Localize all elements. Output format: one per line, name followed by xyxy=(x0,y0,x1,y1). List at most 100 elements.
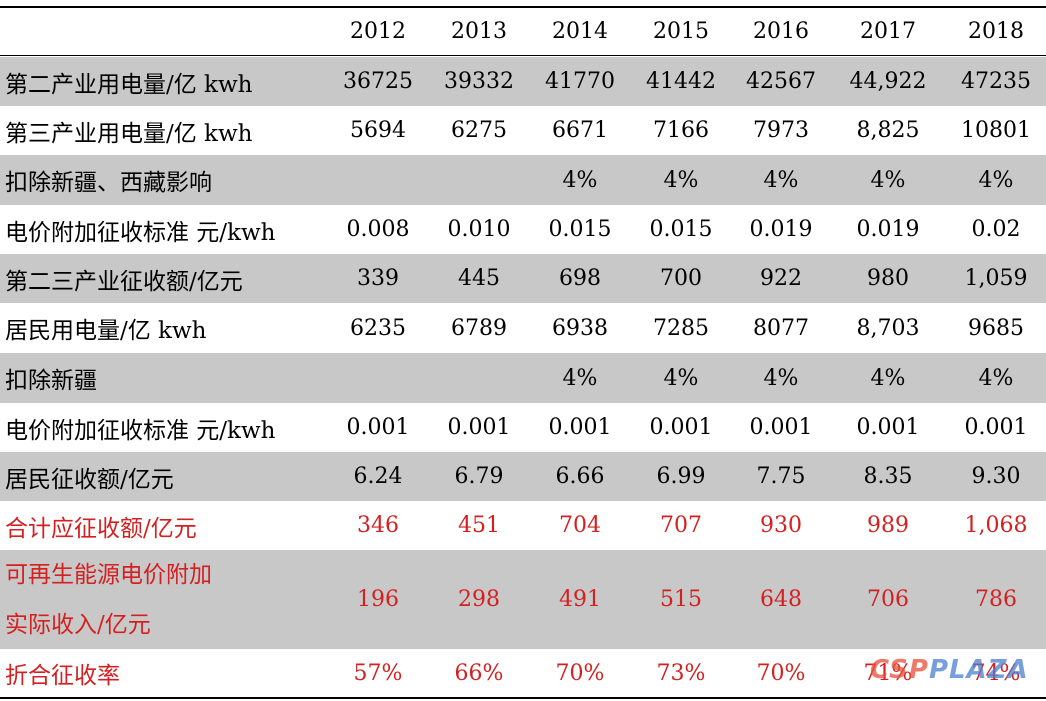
table-cell: 8077 xyxy=(753,315,809,341)
table-cell: 7.75 xyxy=(756,464,806,489)
table-cell: 4% xyxy=(562,167,598,193)
table-cell: 0.015 xyxy=(649,217,713,242)
table-cell: 71% xyxy=(863,660,913,686)
year-header: 2015 xyxy=(653,19,709,44)
year-header: 2014 xyxy=(552,19,608,44)
row-label: 居民用电量/亿 kwh xyxy=(5,318,207,344)
table-cell: 6.66 xyxy=(555,464,605,489)
table-row: 居民用电量/亿 kwh 6235 6789 6938 7285 8077 8,7… xyxy=(0,303,1046,353)
table-cell: 4% xyxy=(663,167,699,193)
table-cell: 4% xyxy=(663,365,699,391)
table-row: 折合征收率 57% 66% 70% 73% 70% 71% 74% xyxy=(0,649,1046,697)
table-cell: 73% xyxy=(656,660,706,686)
table-cell: 57% xyxy=(353,660,403,686)
row-label: 居民征收额/亿元 xyxy=(5,466,174,493)
table-cell: 7166 xyxy=(653,118,709,143)
table-cell: 6275 xyxy=(451,118,507,143)
header-row: 2012 2013 2014 2015 2016 2017 2018 xyxy=(0,8,1046,55)
table-cell: 39332 xyxy=(444,69,514,94)
table-cell: 4% xyxy=(763,167,799,193)
table-cell: 5694 xyxy=(350,118,406,143)
table-cell: 4% xyxy=(562,365,598,391)
table-cell: 41442 xyxy=(646,69,716,94)
table-cell: 0.001 xyxy=(447,415,511,440)
table-cell: 8,703 xyxy=(856,315,920,341)
table-cell: 0.010 xyxy=(447,217,511,242)
table-cell: 0.019 xyxy=(749,217,813,242)
bottom-rule xyxy=(0,697,1046,699)
table-cell: 0.001 xyxy=(856,415,920,440)
table-cell: 7973 xyxy=(753,118,809,143)
table-cell: 707 xyxy=(660,513,702,538)
table-row: 合计应征收额/亿元 346 451 704 707 930 989 1,068 xyxy=(0,501,1046,550)
row-label: 折合征收率 xyxy=(5,663,120,689)
row-label: 合计应征收额/亿元 xyxy=(5,515,197,542)
table-cell: 922 xyxy=(760,266,802,291)
row-label: 扣除新疆、西藏影响 xyxy=(5,170,212,196)
table-cell: 1,068 xyxy=(964,513,1028,538)
table-cell: 4% xyxy=(978,365,1014,391)
table-cell: 346 xyxy=(357,513,399,538)
table-cell: 6235 xyxy=(350,315,406,341)
row-label-line1: 可再生能源电价附加 xyxy=(5,562,212,588)
year-header: 2018 xyxy=(968,19,1024,44)
table-cell: 70% xyxy=(555,660,605,686)
table-cell: 7285 xyxy=(653,315,709,341)
table-row: 电价附加征收标准 元/kwh 0.001 0.001 0.001 0.001 0… xyxy=(0,403,1046,452)
table-cell: 0.001 xyxy=(749,415,813,440)
table-row: 扣除新疆 4% 4% 4% 4% 4% xyxy=(0,353,1046,403)
table-cell: 9685 xyxy=(968,315,1024,341)
table-row: 居民征收额/亿元 6.24 6.79 6.66 6.99 7.75 8.35 9… xyxy=(0,452,1046,501)
table-row: 可再生能源电价附加 实际收入/亿元 196 298 491 515 648 70… xyxy=(0,550,1046,649)
table-cell: 6671 xyxy=(552,118,608,143)
table-cell: 44,922 xyxy=(849,69,927,94)
table-cell: 698 xyxy=(559,266,601,291)
table-cell: 8.35 xyxy=(863,464,913,489)
table-cell: 4% xyxy=(978,167,1014,193)
table-cell: 0.02 xyxy=(971,217,1021,242)
table-cell: 445 xyxy=(458,266,500,291)
table-cell: 0.015 xyxy=(548,217,612,242)
row-label-line2: 实际收入/亿元 xyxy=(5,612,151,638)
table-cell: 0.008 xyxy=(346,217,410,242)
table-cell: 36725 xyxy=(343,69,413,94)
table-cell: 4% xyxy=(763,365,799,391)
table-cell: 298 xyxy=(458,587,500,612)
row-label: 电价附加征收标准 元/kwh xyxy=(5,417,276,444)
watermark-logo: CSPPLAZA xyxy=(870,655,1029,685)
table-cell: 9.30 xyxy=(971,464,1021,489)
table-cell: 74% xyxy=(971,660,1021,686)
table-row: 第三产业用电量/亿 kwh 5694 6275 6671 7166 7973 8… xyxy=(0,106,1046,155)
table-cell: 451 xyxy=(458,513,500,538)
table-cell: 0.001 xyxy=(649,415,713,440)
year-header: 2012 xyxy=(350,19,406,44)
watermark-part-b: PLAZA xyxy=(928,655,1029,685)
table-cell: 6.79 xyxy=(454,464,504,489)
row-label: 扣除新疆 xyxy=(5,368,97,394)
table-row: 电价附加征收标准 元/kwh 0.008 0.010 0.015 0.015 0… xyxy=(0,205,1046,254)
table-cell: 786 xyxy=(975,587,1017,612)
table-cell: 66% xyxy=(454,660,504,686)
watermark-part-a: CSP xyxy=(870,655,929,685)
table-cell: 8,825 xyxy=(856,118,920,143)
row-label: 第二产业用电量/亿 kwh xyxy=(5,71,253,98)
table-cell: 0.001 xyxy=(964,415,1028,440)
table-cell: 4% xyxy=(870,167,906,193)
row-label: 第二三产业征收额/亿元 xyxy=(5,268,243,295)
row-label: 第三产业用电量/亿 kwh xyxy=(5,120,253,147)
table-cell: 42567 xyxy=(746,69,816,94)
table-cell: 6938 xyxy=(552,315,608,341)
table-cell: 0.019 xyxy=(856,217,920,242)
table-cell: 70% xyxy=(756,660,806,686)
table-cell: 1,059 xyxy=(964,266,1028,291)
table-cell: 989 xyxy=(867,513,909,538)
header-rule xyxy=(0,55,1046,56)
table-cell: 700 xyxy=(660,266,702,291)
table-cell: 6.99 xyxy=(656,464,706,489)
table-cell: 648 xyxy=(760,587,802,612)
table-cell: 47235 xyxy=(961,69,1031,94)
table-cell: 4% xyxy=(870,365,906,391)
year-header: 2016 xyxy=(753,19,809,44)
table-cell: 515 xyxy=(660,587,702,612)
